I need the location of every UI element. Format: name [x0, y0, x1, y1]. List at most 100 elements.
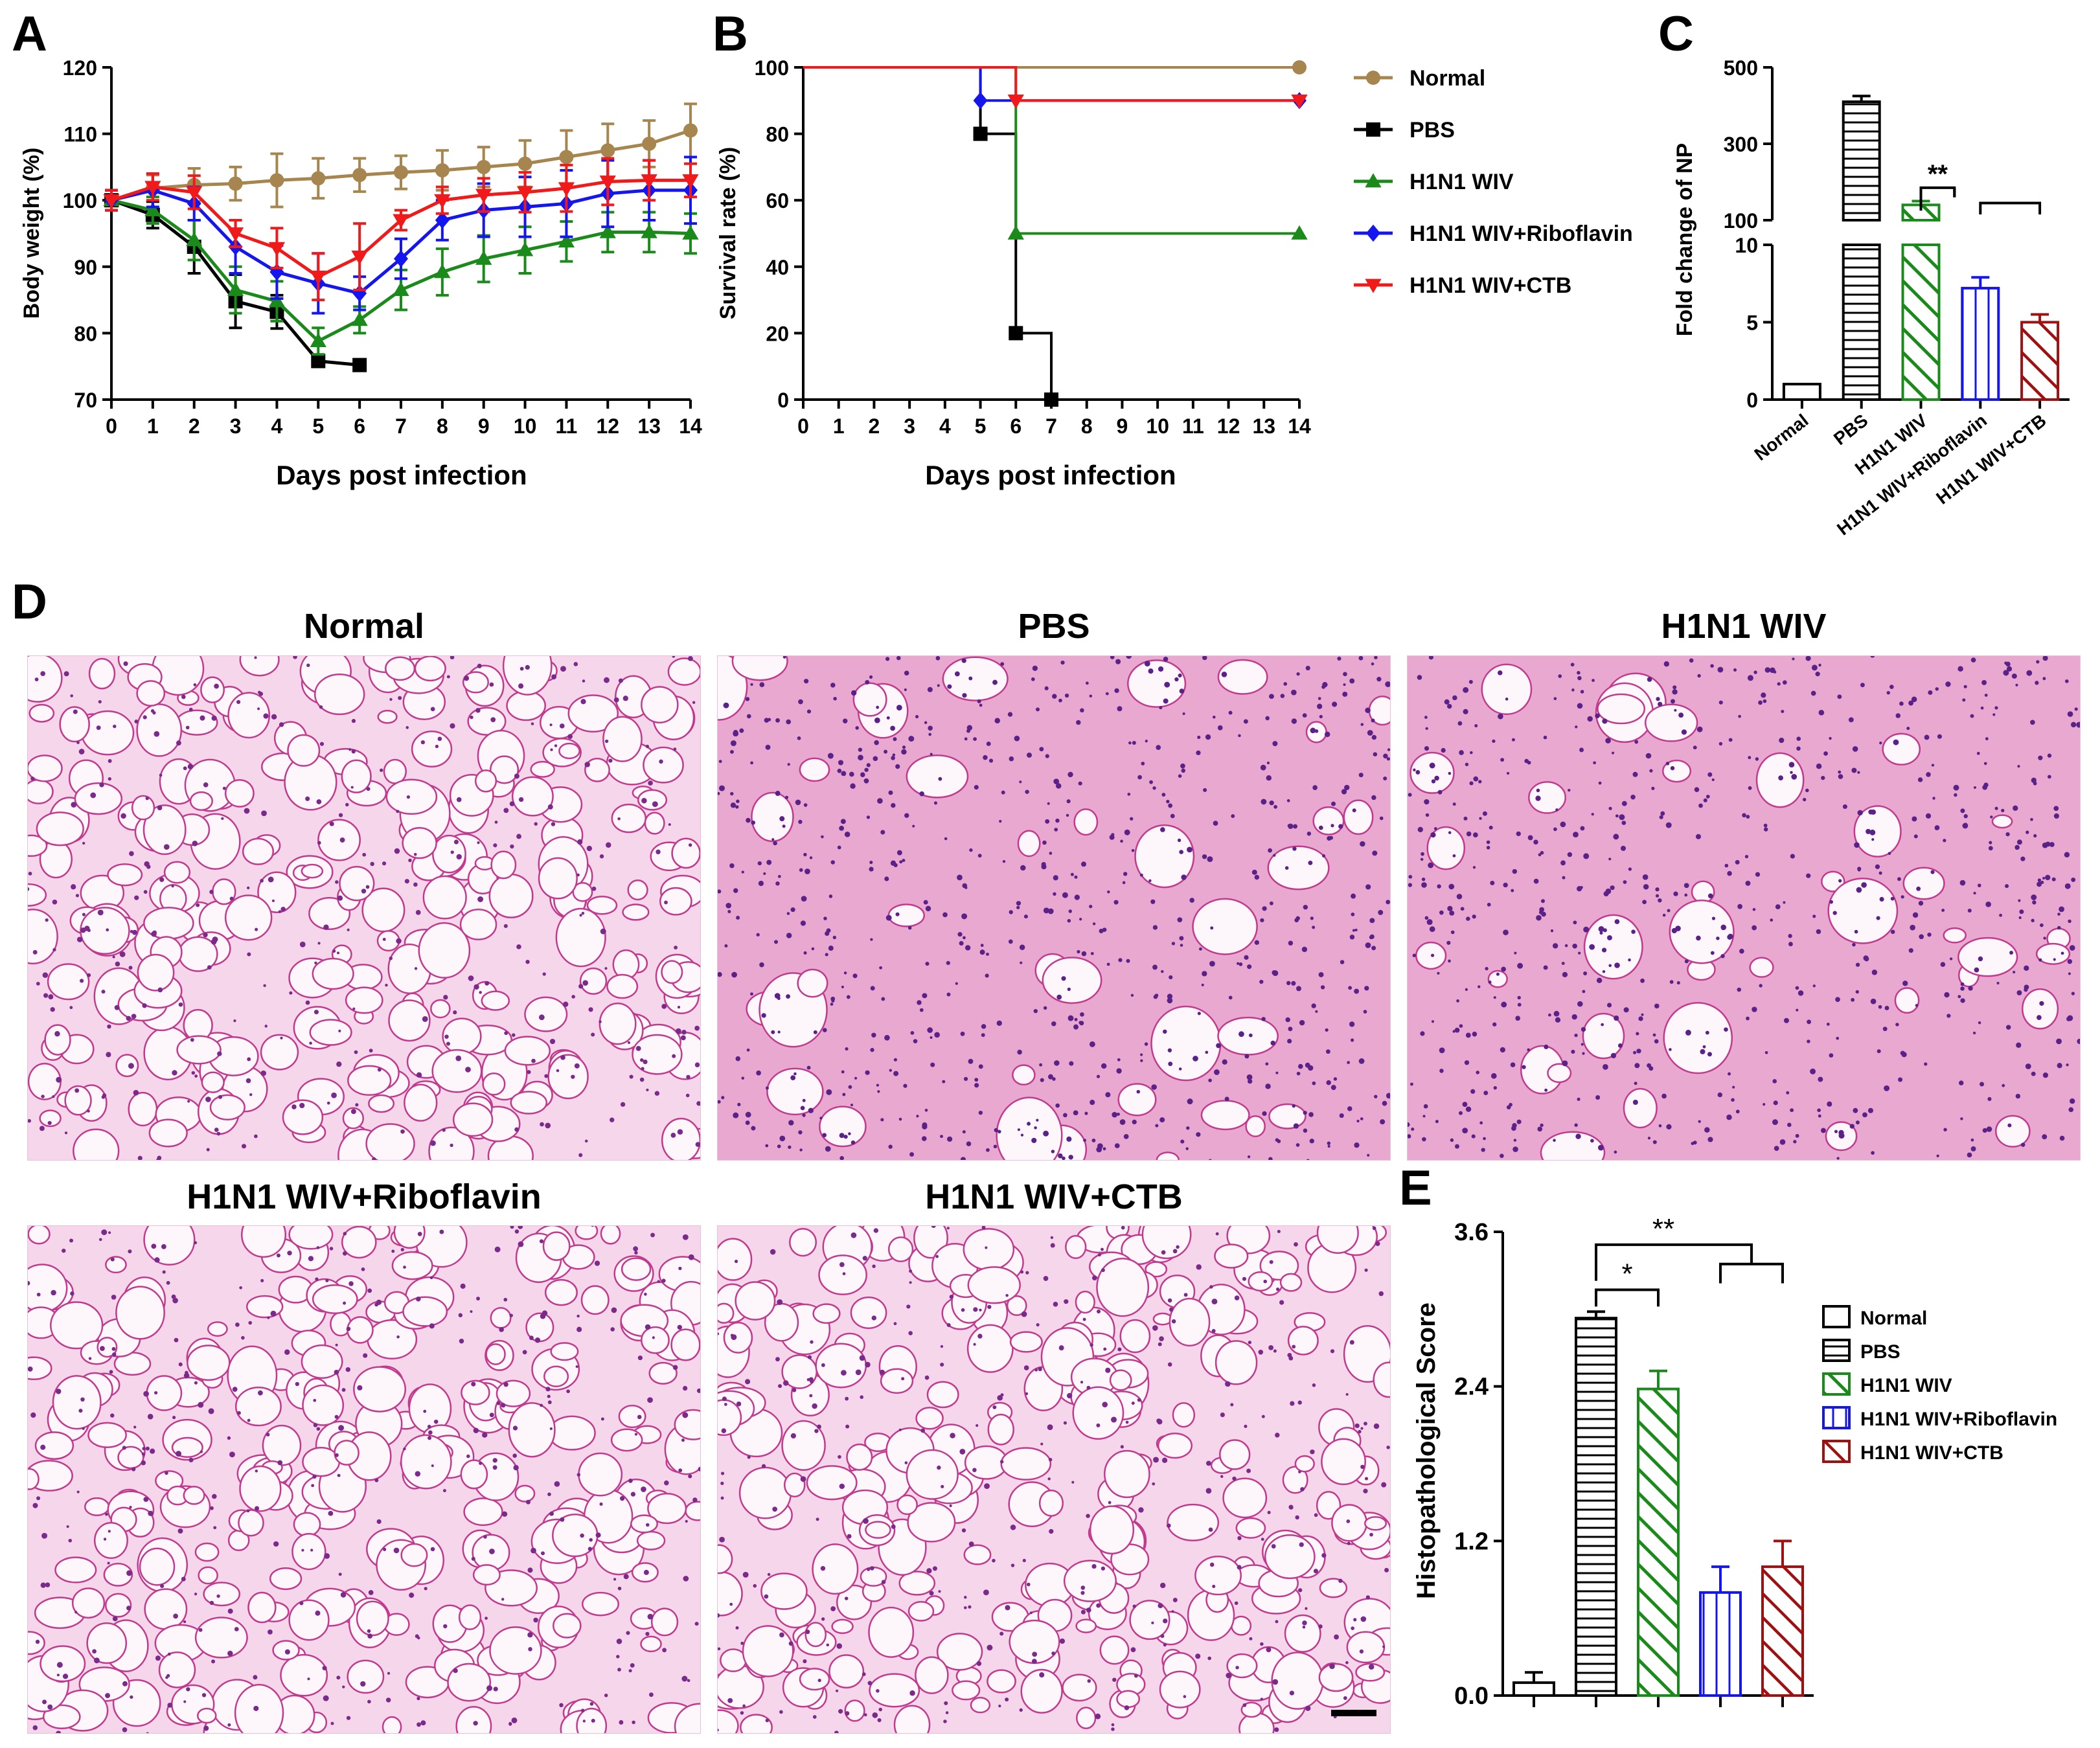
panel-d-nucleus — [1915, 1004, 1919, 1007]
panel-d-nucleus — [1982, 1128, 1987, 1133]
panel-d-nucleus — [1308, 1112, 1314, 1117]
panel-d-nucleus — [1117, 1347, 1122, 1352]
panel-d-nucleus — [1299, 1019, 1305, 1026]
panel-d-nucleus — [1197, 1012, 1201, 1016]
panel-d-nucleus — [1781, 710, 1785, 713]
panel-d-nucleus — [582, 679, 586, 683]
panel-d-nucleus — [1465, 1032, 1471, 1038]
panel-d-nucleus — [187, 764, 194, 769]
panel-d-nucleus — [1641, 1013, 1644, 1016]
panel-d-nucleus — [1425, 727, 1428, 731]
panel-d-nucleus — [1694, 787, 1700, 792]
panel-d-nucleus — [1347, 1106, 1352, 1111]
panel-d-nucleus — [672, 655, 676, 658]
panel-d-nucleus — [1927, 932, 1932, 937]
panel-d-nucleus — [1439, 1069, 1444, 1073]
panel-d-nucleus — [2035, 681, 2039, 685]
panel-d-nucleus — [1183, 1293, 1188, 1297]
panel-d-nucleus — [1120, 839, 1123, 843]
panel-d-nucleus — [772, 1506, 778, 1512]
panel-a-point-normal — [228, 176, 243, 191]
panel-d-nucleus — [1178, 1067, 1182, 1071]
panel-d-alveolus — [1343, 799, 1374, 835]
panel-d-nucleus — [694, 1622, 699, 1626]
panel-d-nucleus — [357, 1385, 363, 1390]
panel-d-nucleus — [1510, 1062, 1516, 1067]
panel-d-nucleus — [1145, 740, 1148, 743]
panel-d-nucleus — [211, 1659, 216, 1664]
panel-d-nucleus — [687, 1679, 690, 1683]
panel-d-nucleus — [1247, 964, 1252, 970]
panel-d-nucleus — [277, 1460, 283, 1466]
panel-d-nucleus — [968, 1058, 974, 1064]
panel-d-nucleus — [1441, 747, 1446, 753]
panel-d-nucleus — [342, 1685, 345, 1688]
panel-d-nucleus — [1163, 698, 1169, 704]
panel-d-nucleus — [993, 1144, 998, 1149]
panel-d-nucleus — [1810, 1068, 1816, 1074]
panel-d-nucleus — [477, 896, 484, 902]
panel-d-nucleus — [527, 1070, 531, 1074]
panel-d-nucleus — [1703, 798, 1707, 802]
panel-d-nucleus — [1628, 958, 1631, 962]
panel-b-x-tick-label: 2 — [869, 414, 880, 438]
panel-d-nucleus — [1987, 1096, 1992, 1101]
panel-d-nucleus — [211, 1493, 217, 1499]
panel-a-x-tick-label: 10 — [514, 414, 537, 438]
panel-d-alveolus — [1312, 806, 1345, 835]
panel-d-nucleus — [1382, 1645, 1386, 1648]
panel-d-nucleus — [1583, 926, 1590, 933]
panel-d-alveolus — [907, 1601, 935, 1622]
panel-d-nucleus — [194, 1241, 198, 1245]
panel-d-nucleus — [1111, 1416, 1117, 1423]
panel-d-nucleus — [1201, 983, 1204, 986]
panel-d-nucleus — [1101, 1247, 1104, 1251]
panel-e-y-tick-label: 0.0 — [1454, 1683, 1489, 1710]
panel-d-nucleus — [1434, 775, 1439, 781]
panel-d-nucleus — [1478, 780, 1482, 784]
panel-d-nucleus — [1925, 813, 1932, 819]
panel-d-nucleus — [645, 1631, 650, 1636]
panel-d-nucleus — [203, 782, 209, 788]
panel-d-nucleus — [2057, 1063, 2062, 1069]
panel-d-nucleus — [920, 1428, 926, 1433]
panel-label-d: D — [12, 574, 47, 630]
panel-d-nucleus — [450, 850, 454, 854]
panel-d-nucleus — [1358, 655, 1364, 661]
panel-d-nucleus — [992, 1405, 997, 1409]
panel-d-nucleus — [1848, 717, 1854, 723]
panel-a-x-tick-label: 13 — [637, 414, 661, 438]
panel-d-nucleus — [604, 1694, 608, 1697]
panel-d-nucleus — [1869, 829, 1876, 835]
panel-d-nucleus — [1962, 698, 1966, 702]
panel-d-nucleus — [1152, 964, 1158, 970]
panel-d-nucleus — [1471, 1134, 1476, 1139]
panel-d-nucleus — [803, 803, 808, 807]
panel-d-nucleus — [1795, 986, 1799, 990]
panel-d-nucleus — [904, 813, 909, 818]
panel-d-nucleus — [1117, 706, 1123, 712]
panel-d-alveolus — [347, 1316, 374, 1344]
panel-a-point-h1n1-wiv-ctb — [144, 181, 161, 196]
panel-d-nucleus — [1087, 1679, 1091, 1683]
panel-d-nucleus — [446, 1041, 450, 1046]
panel-d-nucleus — [2038, 958, 2042, 962]
panel-d-nucleus — [1818, 1114, 1821, 1118]
panel-d-nucleus — [1036, 1322, 1040, 1327]
panel-d-nucleus — [1763, 1103, 1766, 1106]
panel-d-alveolus — [575, 1225, 599, 1240]
panel-d-alveolus — [194, 1617, 248, 1659]
panel-d-nucleus — [165, 1675, 168, 1679]
panel-d-nucleus — [284, 1649, 290, 1655]
panel-d-nucleus — [398, 696, 402, 700]
panel-d-nucleus — [1517, 1003, 1522, 1007]
panel-d-alveolus — [280, 1653, 328, 1697]
panel-d-nucleus — [128, 1249, 132, 1254]
panel-a-x-tick-label: 11 — [556, 414, 578, 438]
panel-d-alveolus — [1487, 970, 1508, 988]
panel-d-nucleus — [68, 1538, 73, 1543]
panel-d-alveolus — [224, 894, 273, 941]
panel-d-nucleus — [1407, 1122, 1410, 1128]
panel-d-nucleus — [1327, 1144, 1330, 1148]
